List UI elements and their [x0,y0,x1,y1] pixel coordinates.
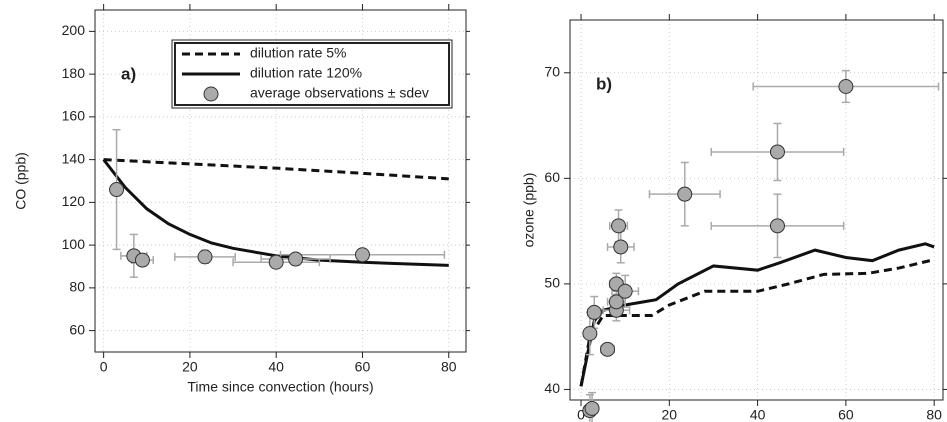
observation-point [354,247,370,263]
line-series [579,258,935,387]
observation-point [611,218,627,234]
y-tick-label: 40 [544,380,560,396]
y-tick-label: 100 [62,236,86,252]
legend-frame-inner [174,42,450,106]
legend-label: dilution rate 120% [250,65,362,81]
plot-frame [569,19,944,401]
legend-label: average observations ± sdev [250,85,429,101]
observation-point [600,341,616,357]
observation-point [769,144,785,160]
plot-frame [94,9,467,353]
x-tick-label: 60 [838,407,854,422]
observation-point [838,79,854,94]
observation-point [288,251,304,267]
y-tick-label: 120 [62,193,86,209]
y-tick-label: 200 [62,22,86,38]
y-tick-label: 80 [69,279,85,295]
observation-point [584,400,600,416]
observation-point [677,186,693,202]
panel: 0 20 40 60 80 60 80 100 120 140 160 180 200 Time sinc… [13,4,470,395]
x-tick-label: 80 [441,359,457,375]
x-tick-label: 20 [662,407,678,422]
observation-point [608,294,624,310]
observation-point [197,249,213,265]
observation-point [582,326,598,341]
observation-point [586,304,602,320]
x-tick-label: 80 [926,407,942,422]
observation-point [769,218,785,234]
panel-label: a) [121,64,136,83]
y-tick-label: 70 [544,63,560,79]
x-tick-label: 0 [577,407,585,422]
legend-swatch [203,86,219,102]
observation-point [268,254,284,270]
y-tick-label: 50 [544,275,560,291]
line-series [103,158,449,181]
line-series [102,158,449,267]
observation-point [613,239,629,255]
y-tick-label: 140 [62,150,86,166]
y-tick-label: 60 [69,321,85,337]
y-tick-label: 160 [62,108,86,124]
observation-point [617,283,633,299]
x-tick-label: 0 [100,359,108,375]
y-tick-label: 60 [544,169,560,185]
y-tick-label: 180 [62,65,86,81]
x-axis-label: Time since convection (hours) [187,379,373,395]
y-axis-label: ozone (ppb) [521,173,537,248]
observation-point [109,182,125,198]
x-tick-label: 40 [750,407,766,422]
legend-label: dilution rate 5% [250,45,347,61]
y-axis-label: CO (ppb) [13,152,29,210]
x-tick-label: 20 [182,359,198,375]
panel-label: b) [596,74,612,93]
observation-point [134,252,150,268]
x-tick-label: 60 [355,359,371,375]
panel: 02040608040506070Time since convection (… [521,14,947,422]
x-tick-label: 40 [268,359,284,375]
